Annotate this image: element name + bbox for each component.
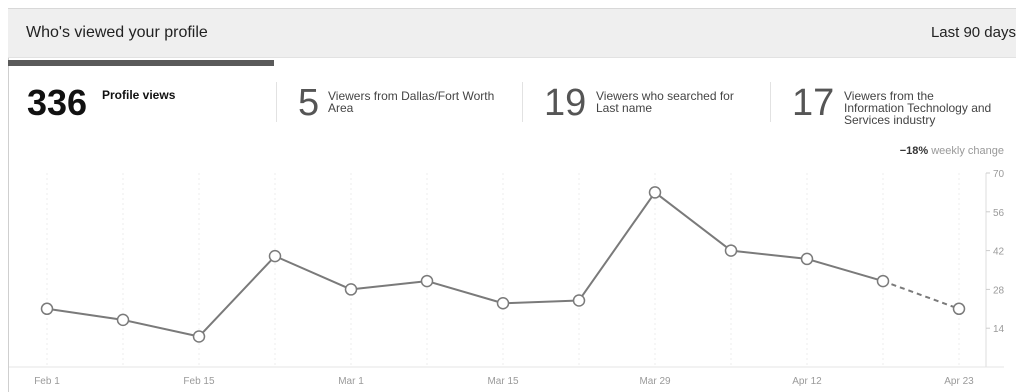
data-point[interactable] [952,302,966,316]
weekly-change: −18% weekly change [900,145,1004,157]
x-tick-label: Apr 23 [944,376,974,387]
header-bar: Who's viewed your profile Last 90 days [8,8,1016,58]
tab-count: 17 [792,82,835,124]
x-tick-label: Mar 1 [338,376,364,387]
data-point[interactable] [344,283,358,296]
weekly-change-value: −18% [899,145,929,157]
tab-viewers-industry[interactable]: 17 Viewers from the Information Technolo… [772,60,1016,140]
chart-grid [9,173,1004,368]
data-point[interactable] [800,252,814,266]
stats-tabs: 336 Profile views 5 Viewers from Dallas/… [8,60,1016,150]
series-line-projected [882,280,960,310]
chart-series [46,191,960,338]
page-title: Who's viewed your profile [26,24,208,41]
x-tick-label: Apr 12 [792,376,822,387]
data-point[interactable] [192,330,206,343]
data-point[interactable] [40,302,54,316]
y-axis: 14 28 42 56 70 [986,169,1005,335]
data-point[interactable] [572,294,586,307]
tab-label: Profile views [102,88,176,102]
x-axis: Feb 1 Feb 15 Mar 1 Mar 15 Mar 29 Apr 12 Apr 23 [34,376,974,387]
data-point[interactable] [116,313,130,327]
tab-divider [522,82,523,122]
data-point[interactable] [268,249,282,263]
data-point[interactable] [876,274,890,288]
data-point[interactable] [648,186,662,199]
tab-viewers-location[interactable]: 5 Viewers from Dallas/Fort Worth Area [278,60,520,140]
y-tick-label: 70 [993,169,1005,180]
tab-count: 5 [298,82,320,124]
y-tick-label: 42 [993,247,1005,258]
y-tick-label: 14 [993,324,1005,335]
tab-label: Viewers who searched for Last name [596,89,734,115]
series-line [46,191,884,338]
chart-points [40,186,966,343]
data-point[interactable] [420,274,434,288]
tab-divider [770,82,771,122]
data-point[interactable] [496,297,510,310]
tab-count: 336 [27,82,88,123]
frame-border [8,58,9,392]
tab-viewers-searched[interactable]: 19 Viewers who searched for Last name [524,60,770,140]
tab-profile-views[interactable]: 336 Profile views [8,60,274,140]
date-range-selector[interactable]: Last 90 days [930,24,1016,41]
tab-count: 19 [544,82,587,124]
x-tick-label: Mar 29 [639,376,671,387]
tab-active-indicator [8,60,274,66]
tab-label: Viewers from Dallas/Fort Worth Area [328,89,495,115]
y-tick-label: 28 [993,285,1005,296]
x-tick-label: Mar 15 [487,376,519,387]
weekly-change-label: weekly change [931,145,1004,157]
tab-divider [276,82,277,122]
x-tick-label: Feb 1 [34,376,60,387]
x-tick-label: Feb 15 [183,376,215,387]
tab-label: Viewers from the Information Technology … [844,89,992,127]
data-point[interactable] [724,244,738,257]
y-tick-label: 56 [993,208,1005,219]
